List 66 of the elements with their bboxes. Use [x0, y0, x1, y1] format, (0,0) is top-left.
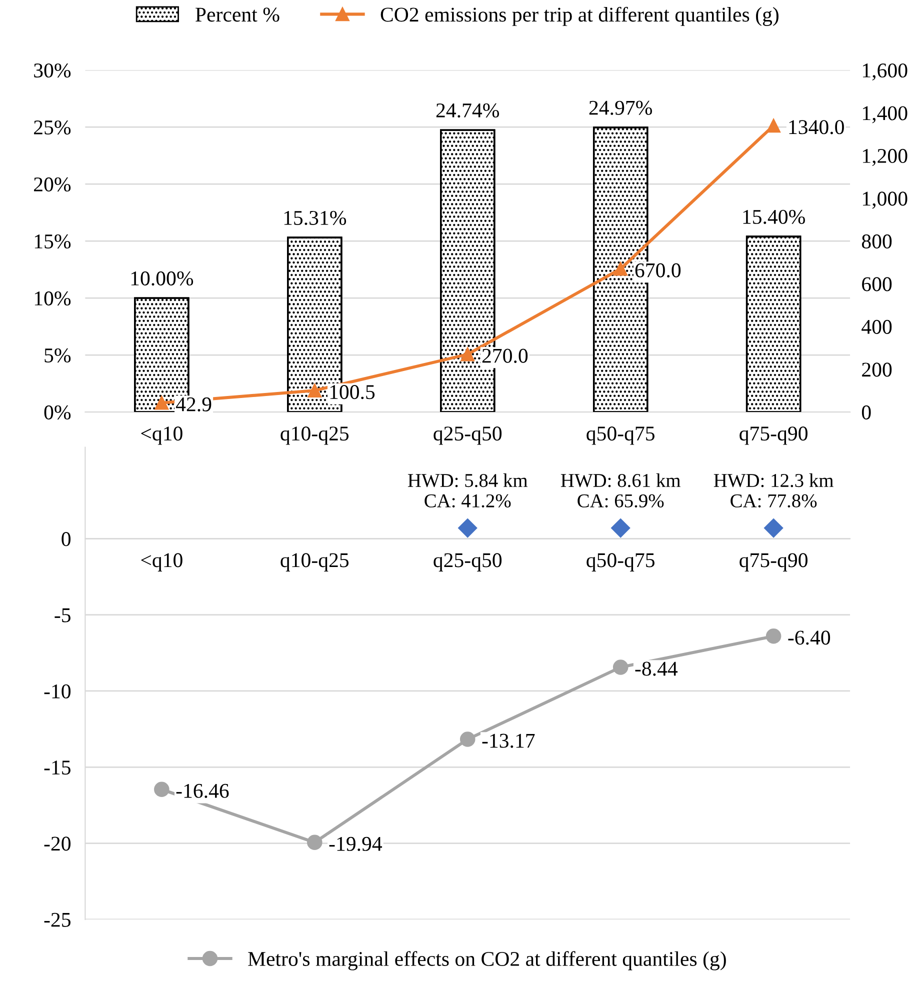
- x-tick-label: q25-q50: [434, 553, 502, 572]
- y2-tick-label: 800: [862, 234, 892, 248]
- data-label: 270.0: [482, 348, 528, 363]
- annotation: HWD: 12.3 km CA: 77.8%: [714, 473, 834, 508]
- y2-tick-label: 1,400: [862, 106, 908, 124]
- y-tick-label: 0: [62, 532, 71, 546]
- point: [764, 518, 784, 538]
- point: [766, 628, 782, 644]
- legend-label: Percent %: [196, 8, 280, 22]
- y2-tick-label: 200: [862, 362, 892, 377]
- data-label: 15.31%: [284, 210, 346, 226]
- x-tick-label: q10-q25: [280, 426, 349, 445]
- point: [460, 347, 475, 362]
- point: [307, 834, 322, 850]
- point: [612, 660, 628, 675]
- x-tick-label: q50-q75: [586, 426, 654, 445]
- y2-tick-label: 400: [862, 320, 892, 334]
- data-label: -13.17: [482, 734, 535, 748]
- x-tick-label: q10-q25: [280, 553, 349, 572]
- y2-tick-label: 0: [862, 405, 871, 420]
- y-tick-label: -5: [54, 608, 70, 622]
- y-tick-label: 0%: [44, 405, 71, 420]
- y-tick-label: 30%: [34, 63, 71, 78]
- x-tick-label: q50-q75: [586, 553, 654, 572]
- x-tick-label: <q10: [141, 553, 182, 572]
- data-label: -6.40: [788, 630, 830, 645]
- legend-label: Metro's marginal effects on CO2 at different quantiles (g): [248, 951, 726, 970]
- data-label: 1340.0: [789, 120, 844, 134]
- x-tick-label: q75-q90: [740, 553, 808, 572]
- annotation: HWD: 5.84 km CA: 41.2%: [408, 473, 528, 508]
- data-label: 24.97%: [589, 100, 652, 115]
- point: [308, 384, 322, 398]
- point: [154, 396, 169, 410]
- y2-tick-label: 1,600: [862, 63, 908, 81]
- point: [766, 118, 781, 133]
- y-tick-label: -25: [44, 912, 70, 927]
- y-tick-label: -15: [44, 760, 70, 775]
- x-tick-label: q25-q50: [434, 426, 502, 445]
- y-tick-label: 10%: [34, 291, 71, 306]
- data-label: 24.74%: [436, 103, 500, 118]
- data-label: -8.44: [635, 662, 678, 676]
- y2-tick-label: 600: [862, 277, 892, 292]
- point: [154, 782, 170, 798]
- data-label: 670.0: [635, 263, 681, 278]
- y2-tick-label: 1,200: [862, 148, 908, 166]
- y-tick-label: 15%: [34, 234, 71, 249]
- annotation: HWD: 8.61 km CA: 65.9%: [560, 473, 681, 508]
- point: [614, 262, 628, 276]
- point: [458, 518, 478, 538]
- data-label: 15.40%: [743, 210, 805, 224]
- y-tick-label: -20: [44, 836, 71, 851]
- y-tick-label: 25%: [34, 120, 71, 135]
- data-label: 42.9: [176, 397, 212, 412]
- data-label: 10.00%: [131, 271, 194, 286]
- point: [611, 518, 630, 538]
- data-label: -19.94: [329, 836, 382, 852]
- x-tick-label: q75-q90: [740, 426, 808, 445]
- y-tick-label: -10: [44, 684, 71, 698]
- data-label: 100.5: [330, 385, 375, 400]
- y2-tick-label: 1,000: [862, 192, 908, 209]
- point: [460, 732, 476, 747]
- data-label: -16.46: [176, 784, 229, 798]
- y-tick-label: 20%: [34, 177, 71, 192]
- y-tick-label: 5%: [44, 348, 71, 363]
- legend-label: CO2 emissions per trip at different quantiles (g): [380, 6, 778, 26]
- x-tick-label: <q10: [141, 426, 182, 445]
